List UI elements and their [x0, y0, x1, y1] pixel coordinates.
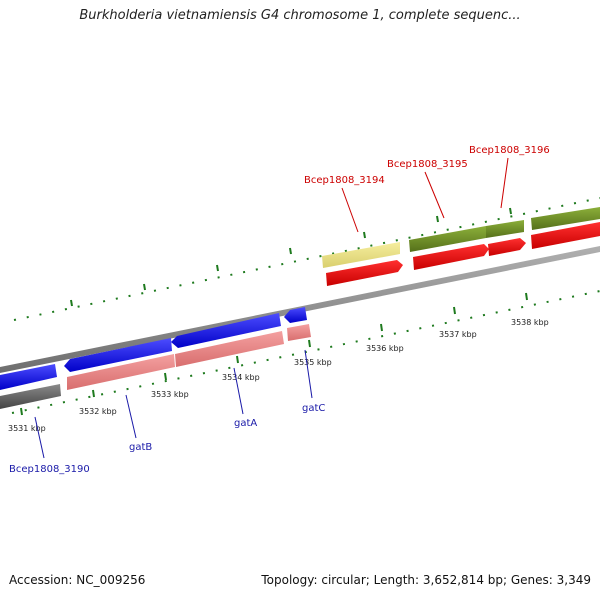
scale-label-3534: 3534 kbp [222, 373, 260, 382]
label-leader-lines [34, 157, 509, 459]
gene-labels: Bcep1808_3194 Bcep1808_3195 Bcep1808_319… [9, 145, 550, 475]
outer-major-tick [143, 283, 146, 291]
cds-forward[interactable] [326, 260, 403, 286]
map-title: Burkholderia vietnamiensis G4 chromosome… [79, 8, 521, 23]
gene-label-bcep1808-3195[interactable]: Bcep1808_3195 [387, 159, 468, 170]
gene-label-gatB[interactable]: gatB [129, 442, 152, 453]
outer-major-tick [289, 247, 292, 255]
genome-summary-text: Topology: circular; Length: 3,652,814 bp… [261, 573, 591, 587]
gene-label-gatA[interactable]: gatA [234, 418, 257, 429]
cds-reverse[interactable] [175, 331, 284, 367]
gene-bcep1808-3196[interactable] [531, 207, 600, 230]
cds-forward[interactable] [413, 244, 489, 270]
outer-major-tick [436, 215, 439, 223]
gene-label-bcep1808-3196[interactable]: Bcep1808_3196 [469, 145, 550, 156]
inner-major-tick [453, 306, 456, 315]
outer-major-tick [363, 231, 366, 239]
scale-label-3538: 3538 kbp [511, 318, 549, 327]
outer-tick-ring [13, 197, 600, 321]
outer-major-tick [70, 299, 73, 307]
cds-forward[interactable] [531, 222, 600, 249]
scale-label-3535: 3535 kbp [294, 358, 332, 367]
inner-major-tick [525, 292, 528, 301]
scale-labels: 3531 kbp 3532 kbp 3533 kbp 3534 kbp 3535… [8, 318, 549, 433]
forward-gene-track [322, 207, 600, 268]
inner-major-tick [308, 339, 311, 348]
scale-label-3537: 3537 kbp [439, 330, 477, 339]
scale-label-3531: 3531 kbp [8, 424, 46, 433]
scale-label-3533: 3533 kbp [151, 390, 189, 399]
inner-major-tick [164, 372, 167, 381]
gene-label-gatC[interactable]: gatC [302, 403, 325, 414]
gene-bcep1808-3195-a[interactable] [409, 226, 486, 252]
forward-cds-track [326, 222, 600, 286]
gene-gatB[interactable] [64, 338, 172, 372]
inner-major-tick [92, 389, 95, 398]
cds-reverse[interactable] [67, 354, 175, 390]
inner-tick-ring [11, 290, 600, 416]
feature-gray[interactable] [0, 384, 61, 409]
inner-major-tick [236, 355, 239, 364]
cds-reverse[interactable] [287, 324, 311, 341]
gene-gatA[interactable] [171, 313, 281, 348]
gene-bcep1808-3194[interactable] [322, 242, 400, 268]
accession-text: Accession: NC_009256 [9, 573, 146, 587]
outer-major-tick [216, 264, 219, 272]
gene-bcep1808-3190[interactable] [0, 364, 57, 390]
gene-bcep1808-3195-b[interactable] [486, 220, 524, 238]
cds-forward[interactable] [488, 238, 526, 256]
scale-label-3532: 3532 kbp [79, 407, 117, 416]
gene-label-bcep1808-3190[interactable]: Bcep1808_3190 [9, 464, 90, 475]
inner-major-tick [380, 323, 383, 332]
gene-label-bcep1808-3194[interactable]: Bcep1808_3194 [304, 175, 385, 186]
reverse-cds-track [0, 324, 311, 409]
outer-major-tick [509, 207, 512, 215]
reverse-gene-track [0, 307, 307, 390]
scale-label-3536: 3536 kbp [366, 344, 404, 353]
gene-gatC[interactable] [284, 307, 307, 323]
inner-major-tick [20, 407, 23, 416]
